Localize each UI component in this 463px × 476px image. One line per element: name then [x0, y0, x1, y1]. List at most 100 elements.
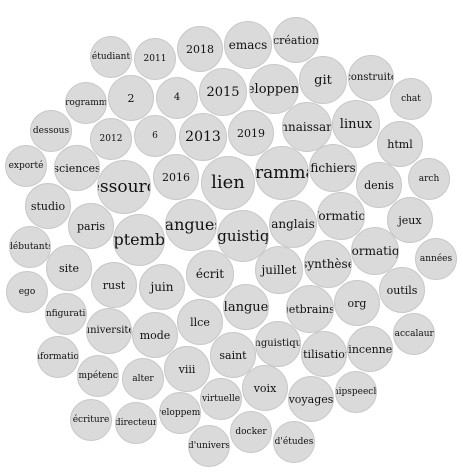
- word-bubble-annees[interactable]: années: [415, 238, 457, 280]
- word-bubble-developpement[interactable]: développement: [249, 64, 299, 114]
- word-bubble-creation[interactable]: création: [273, 17, 319, 63]
- word-bubble-label: paris: [76, 219, 106, 233]
- word-bubble-2018[interactable]: 2018: [177, 26, 223, 72]
- word-bubble-6[interactable]: 6: [134, 115, 176, 157]
- word-bubble-label: langues: [165, 215, 216, 234]
- word-bubble-d-univers[interactable]: d'univers: [188, 425, 230, 467]
- word-bubble-etudiant[interactable]: étudiant: [90, 36, 132, 78]
- word-bubble-label: 2013: [185, 129, 221, 145]
- word-bubble-label: 6: [152, 130, 158, 141]
- word-bubble-2019[interactable]: 2019: [228, 110, 274, 156]
- word-bubble-configuration[interactable]: configuration: [45, 293, 87, 335]
- word-bubble-org[interactable]: org: [334, 280, 380, 326]
- word-bubble-label: mode: [139, 328, 171, 342]
- word-bubble-4[interactable]: 4: [156, 77, 198, 119]
- word-bubble-label: 2019: [237, 126, 265, 140]
- word-bubble-d-etudes[interactable]: d'études: [273, 421, 315, 463]
- word-bubble-html[interactable]: html: [377, 121, 423, 167]
- word-bubble-exporte[interactable]: exporté: [5, 145, 47, 187]
- word-bubble-sciences[interactable]: sciences: [54, 145, 100, 191]
- word-bubble-developpement[interactable]: développement: [159, 392, 201, 434]
- word-bubble-llce[interactable]: llce: [177, 299, 223, 345]
- word-bubble-alter[interactable]: alter: [122, 358, 164, 400]
- word-bubble-synthese[interactable]: synthèse: [304, 240, 352, 288]
- word-bubble-label: directeur: [115, 417, 157, 428]
- word-bubble-label: arch: [418, 173, 440, 184]
- word-bubble-anglais[interactable]: anglais: [269, 200, 317, 248]
- word-bubble-label: sciences: [54, 161, 100, 175]
- word-bubble-2013[interactable]: 2013: [179, 113, 227, 161]
- word-bubble-2015[interactable]: 2015: [199, 68, 247, 116]
- word-bubble-hipspeech[interactable]: hipspeech: [335, 371, 377, 413]
- word-bubble-ecriture[interactable]: écriture: [70, 399, 112, 441]
- word-bubble-2[interactable]: 2: [108, 75, 154, 121]
- word-bubble-label: baccalauré: [394, 328, 434, 339]
- word-bubble-linguistique[interactable]: linguistique: [255, 321, 301, 367]
- word-bubble-label: configuration: [45, 308, 86, 319]
- word-bubble-informations[interactable]: informations: [317, 192, 365, 240]
- word-bubble-directeur[interactable]: directeur: [115, 402, 157, 444]
- word-bubble-informatique[interactable]: informatique: [351, 227, 399, 275]
- word-bubble-label: linguistique: [255, 338, 300, 349]
- word-bubble-programme[interactable]: programme: [65, 82, 107, 124]
- word-bubble-label: outils: [386, 283, 418, 297]
- word-bubble-label: construite: [349, 72, 393, 83]
- word-bubble-baccalaure[interactable]: baccalauré: [393, 313, 435, 355]
- word-bubble-2011[interactable]: 2011: [134, 38, 176, 80]
- word-bubble-site[interactable]: site: [46, 245, 92, 291]
- word-bubble-label: vincennes: [348, 342, 393, 356]
- word-bubble-label: linguistique: [217, 226, 269, 245]
- word-bubble-fichiers[interactable]: fichiers: [309, 144, 357, 192]
- word-bubble-juillet[interactable]: juillet: [255, 246, 303, 294]
- word-bubble-langues[interactable]: langues: [165, 199, 217, 251]
- word-bubble-construite[interactable]: construite: [348, 55, 394, 101]
- word-bubble-label: lien: [211, 172, 245, 193]
- word-bubble-label: git: [314, 72, 332, 88]
- word-bubble-label: html: [387, 137, 413, 151]
- word-bubble-mode[interactable]: mode: [132, 312, 178, 358]
- word-bubble-label: développement: [160, 407, 201, 418]
- word-bubble-label: 2: [127, 91, 135, 105]
- word-bubble-linux[interactable]: linux: [332, 100, 380, 148]
- word-bubble-label: alter: [132, 373, 154, 384]
- word-bubble-emacs[interactable]: emacs: [224, 21, 272, 69]
- word-bubble-git[interactable]: git: [299, 56, 347, 104]
- word-bubble-ego[interactable]: ego: [6, 271, 48, 313]
- word-bubble-programmation[interactable]: programmation: [255, 146, 309, 200]
- word-bubble-ecrit[interactable]: écrit: [186, 250, 234, 298]
- word-bubble-label: université: [86, 325, 132, 336]
- word-bubble-jeux[interactable]: jeux: [387, 197, 433, 243]
- word-bubble-studio[interactable]: studio: [25, 183, 71, 229]
- word-bubble-utilisation[interactable]: utilisation: [301, 331, 347, 377]
- word-bubble-jetbrains[interactable]: jetbrains: [286, 285, 334, 333]
- word-bubble-vincennes[interactable]: vincennes: [347, 326, 393, 372]
- word-bubble-virtuelle[interactable]: virtuelle: [200, 378, 242, 420]
- word-bubble-juin[interactable]: juin: [139, 264, 185, 310]
- word-bubble-septembre[interactable]: septembre: [113, 214, 165, 266]
- word-bubble-debutants[interactable]: débutants: [9, 226, 51, 268]
- word-bubble-connaissance[interactable]: connaissance: [282, 102, 332, 152]
- word-bubble-paris[interactable]: paris: [68, 203, 114, 249]
- word-bubble-lien[interactable]: lien: [201, 156, 255, 210]
- word-bubble-ressource[interactable]: ressource: [97, 160, 151, 214]
- word-bubble-universite[interactable]: université: [86, 308, 132, 354]
- word-bubble-docker[interactable]: docker: [230, 411, 272, 453]
- word-bubble-chat[interactable]: chat: [390, 78, 432, 120]
- word-bubble-label: virtuelle: [201, 393, 241, 404]
- word-bubble-label: jetbrains: [286, 302, 334, 316]
- word-bubble-rust[interactable]: rust: [91, 262, 137, 308]
- word-bubble-2012[interactable]: 2012: [90, 118, 132, 160]
- word-bubble-outils[interactable]: outils: [379, 267, 425, 313]
- word-bubble-voyages[interactable]: voyages: [288, 376, 334, 422]
- word-bubble-langue[interactable]: langue: [223, 284, 269, 330]
- word-bubble-dessous[interactable]: dessous: [30, 110, 72, 152]
- word-bubble-2016[interactable]: 2016: [153, 154, 199, 200]
- word-bubble-denis[interactable]: denis: [356, 162, 402, 208]
- word-bubble-information[interactable]: information: [37, 336, 79, 378]
- word-bubble-label: 2016: [162, 170, 190, 184]
- word-bubble-arch[interactable]: arch: [408, 158, 450, 200]
- word-bubble-viii[interactable]: viii: [164, 346, 210, 392]
- word-bubble-voix[interactable]: voix: [242, 365, 288, 411]
- word-bubble-competences[interactable]: compétences: [77, 355, 119, 397]
- word-bubble-label: étudiant: [91, 51, 131, 62]
